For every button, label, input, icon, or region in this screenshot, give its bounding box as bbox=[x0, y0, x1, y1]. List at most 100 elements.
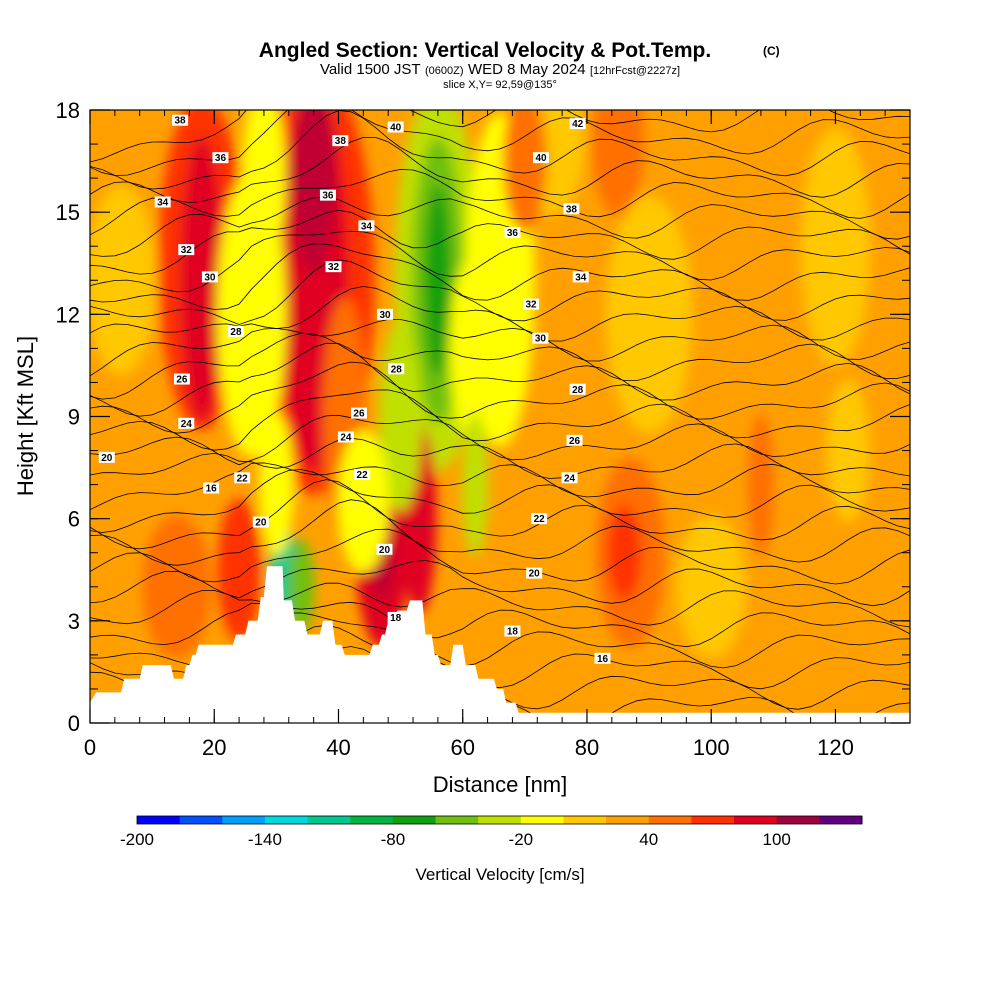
contour-label: 32 bbox=[178, 244, 195, 256]
colorbar-label: Vertical Velocity [cm/s] bbox=[415, 865, 584, 884]
subtitle-utc: (0600Z) bbox=[425, 65, 464, 77]
contour-label: 20 bbox=[526, 567, 543, 580]
contour-label: 42 bbox=[569, 118, 586, 130]
contour-label: 32 bbox=[523, 298, 540, 311]
contour-label: 22 bbox=[531, 513, 548, 525]
x-tick-label: 20 bbox=[202, 735, 226, 760]
contour-label-text: 32 bbox=[181, 245, 193, 256]
colorbar-swatch bbox=[307, 816, 351, 824]
colorbar-tick-label: -200 bbox=[120, 830, 154, 849]
subtitle-forecast: [12hrFcst@2227z] bbox=[590, 65, 680, 77]
colorbar-swatch bbox=[478, 816, 522, 824]
contour-label: 20 bbox=[252, 516, 269, 529]
contour-label-text: 28 bbox=[391, 364, 403, 375]
contour-label-text: 36 bbox=[215, 153, 227, 164]
contour-label: 18 bbox=[504, 625, 521, 638]
y-tick-label: 0 bbox=[68, 711, 80, 736]
y-tick-label: 3 bbox=[68, 609, 80, 634]
contour-label-text: 30 bbox=[380, 310, 392, 321]
contour-label: 34 bbox=[572, 271, 589, 283]
x-tick-label: 40 bbox=[326, 735, 350, 760]
contour-label: 28 bbox=[388, 363, 405, 375]
contour-label-text: 20 bbox=[379, 545, 391, 556]
x-tick-label: 0 bbox=[84, 735, 96, 760]
contour-label-text: 26 bbox=[569, 436, 581, 447]
contour-line bbox=[90, 319, 910, 377]
contour-label-text: 20 bbox=[101, 453, 113, 464]
contour-line bbox=[90, 528, 910, 585]
contour-line bbox=[90, 137, 910, 204]
contour-label-text: 26 bbox=[353, 409, 365, 420]
colorbar-tick-label: -140 bbox=[248, 830, 282, 849]
contour-label: 30 bbox=[532, 332, 549, 345]
contour-line bbox=[90, 469, 910, 533]
velocity-cell bbox=[180, 137, 224, 424]
contour-label: 30 bbox=[201, 271, 218, 283]
colorbar-swatch bbox=[734, 816, 778, 824]
contour-label: 40 bbox=[533, 152, 549, 164]
colorbar-swatch bbox=[520, 816, 564, 824]
contour-line bbox=[90, 196, 910, 257]
contour-line bbox=[90, 230, 910, 293]
contour-label-text: 28 bbox=[572, 385, 584, 396]
contour-label-text: 34 bbox=[157, 197, 169, 208]
contour-label: 36 bbox=[319, 189, 336, 202]
contour-label: 26 bbox=[173, 373, 190, 386]
x-tick-label: 120 bbox=[817, 735, 854, 760]
terrain bbox=[90, 566, 910, 723]
velocity-cell bbox=[503, 110, 547, 233]
colorbar-swatch bbox=[648, 816, 692, 824]
contour-label-text: 30 bbox=[535, 334, 547, 345]
contour-label-text: 28 bbox=[230, 327, 242, 338]
velocity-cell bbox=[605, 195, 693, 434]
velocity-cell bbox=[591, 110, 645, 216]
contour-label-text: 26 bbox=[176, 375, 188, 386]
colorbar-swatch bbox=[819, 816, 863, 824]
contour-line bbox=[90, 479, 910, 550]
colorbar-tick-label: -80 bbox=[381, 830, 406, 849]
contour-label: 34 bbox=[154, 196, 171, 208]
contour-label-text: 36 bbox=[322, 191, 334, 202]
x-tick-label: 80 bbox=[575, 735, 599, 760]
contour-line bbox=[90, 243, 910, 310]
contour-label: 24 bbox=[178, 417, 195, 430]
velocity-cell bbox=[462, 413, 489, 557]
contour-label-text: 34 bbox=[361, 221, 373, 232]
colorbar-swatch bbox=[137, 816, 181, 824]
contour-label: 24 bbox=[561, 472, 578, 484]
colorbar-swatch bbox=[264, 816, 309, 824]
contour-label: 24 bbox=[337, 431, 354, 443]
colorbar-tick-label: -20 bbox=[509, 830, 534, 849]
colorbar-swatch bbox=[222, 816, 266, 824]
contour-line bbox=[90, 332, 910, 400]
subtitle-date: WED 8 May 2024 bbox=[468, 61, 586, 78]
contour-label: 28 bbox=[227, 325, 244, 338]
contour-lines bbox=[90, 110, 910, 723]
contour-label: 26 bbox=[350, 407, 367, 420]
contour-line bbox=[90, 601, 910, 648]
contour-line bbox=[90, 342, 910, 417]
contour-label: 36 bbox=[504, 227, 521, 239]
plot-area: 20 38 36 34 32 30 28 26 24 16 22 20 38 40 36 34 32 30 28 26… bbox=[90, 110, 910, 723]
chart-subtitle: Valid 1500 JST (0600Z) WED 8 May 2024 [1… bbox=[320, 61, 680, 78]
chart-subtitle2: slice X,Y= 92,59@135° bbox=[443, 79, 557, 91]
y-tick-label: 18 bbox=[56, 98, 80, 123]
contour-label-text: 34 bbox=[575, 272, 587, 283]
velocity-cell bbox=[217, 498, 261, 642]
contour-label: 30 bbox=[377, 308, 394, 321]
chart-title: Angled Section: Vertical Velocity & Pot.… bbox=[259, 39, 711, 62]
velocity-field bbox=[90, 110, 871, 659]
contour-label-text: 32 bbox=[328, 262, 340, 273]
velocity-cell bbox=[424, 184, 451, 376]
contour-label-text: 16 bbox=[597, 654, 609, 665]
contour-label: 16 bbox=[594, 652, 611, 665]
colorbar-swatch bbox=[350, 816, 394, 824]
contour-line bbox=[90, 209, 910, 275]
contour-label-text: 38 bbox=[335, 136, 347, 147]
y-tick-label: 9 bbox=[68, 405, 80, 430]
contour-label: 32 bbox=[325, 261, 342, 273]
axis-ticks bbox=[89, 109, 911, 724]
velocity-cell bbox=[258, 413, 294, 557]
contour-label: 22 bbox=[234, 472, 251, 484]
colorbar-tick-label: 40 bbox=[639, 830, 658, 849]
